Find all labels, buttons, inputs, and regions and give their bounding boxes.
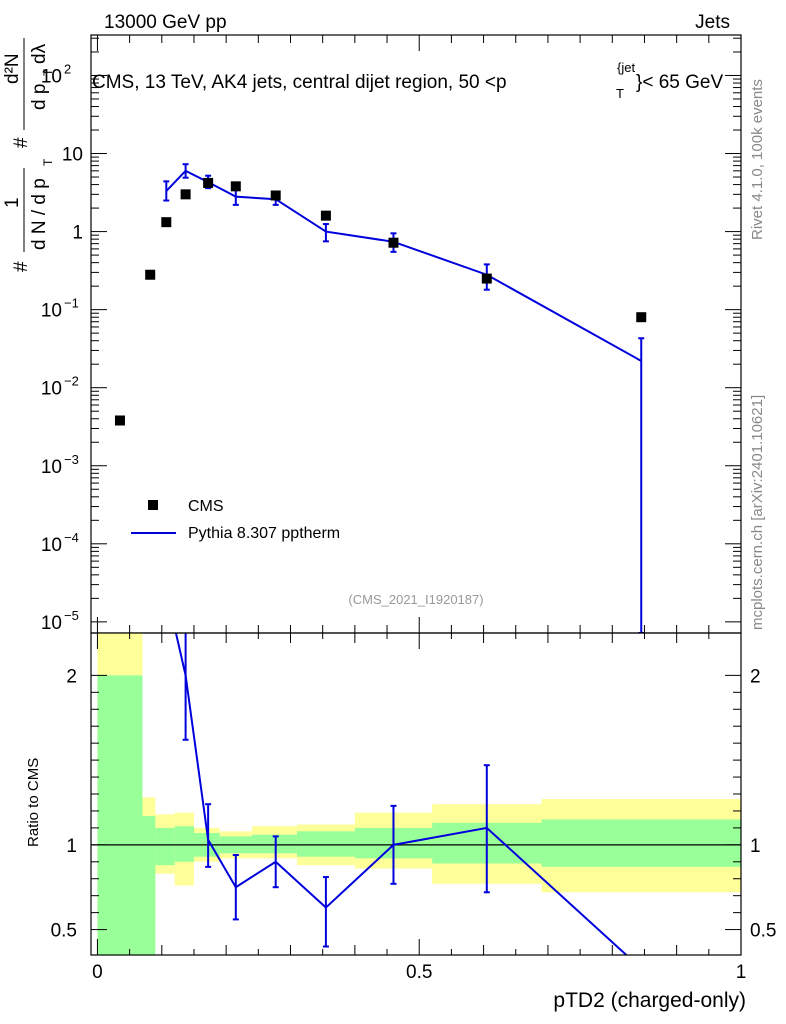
ytick-label-exp: −2 bbox=[64, 374, 79, 389]
ratio-ytick-label-right: 0.5 bbox=[750, 921, 776, 942]
ratio-xtick-label: 1 bbox=[736, 962, 747, 983]
ytick-label: 10 bbox=[41, 301, 62, 322]
data-point bbox=[230, 181, 241, 192]
ylabel-num: d²N bbox=[2, 53, 23, 84]
title-pre: CMS, 13 TeV, AK4 jets, central dijet reg… bbox=[92, 72, 507, 93]
ytick-label: 1 bbox=[72, 223, 83, 244]
ratio-xtick-label: 0 bbox=[92, 962, 103, 983]
plot-title: CMS, 13 TeV, AK4 jets, central dijet reg… bbox=[92, 72, 507, 93]
header-left: 13000 GeV pp bbox=[104, 12, 227, 33]
ratio-ytick-label-right: 2 bbox=[750, 666, 761, 687]
ylabel-hash-2: # bbox=[11, 137, 32, 148]
mcplots-label: mcplots.cern.ch [arXiv:2401.10621] bbox=[749, 395, 766, 630]
band-inner bbox=[251, 834, 297, 854]
watermark: (CMS_2021_I1920187) bbox=[348, 592, 483, 607]
rivet-label: Rivet 4.1.0, 100k events bbox=[749, 79, 766, 240]
band-inner bbox=[155, 827, 175, 866]
data-point bbox=[114, 415, 125, 426]
ylabel-den-T: T bbox=[41, 158, 55, 166]
ratio-line bbox=[174, 633, 628, 955]
ratio-ytick-label: 1 bbox=[66, 836, 77, 857]
band-inner bbox=[174, 826, 194, 862]
data-point bbox=[161, 217, 172, 228]
ratio-frame bbox=[90, 632, 742, 956]
ratio-content bbox=[91, 633, 741, 955]
title-sub: T bbox=[616, 86, 624, 101]
ratio-ytick-label-right: 1 bbox=[750, 836, 761, 857]
ratio-xlabel: pTD2 (charged-only) bbox=[553, 989, 746, 1012]
ylabel-hash-1: # bbox=[11, 261, 32, 272]
ratio-bands bbox=[97, 633, 741, 955]
ytick-label-exp: −1 bbox=[64, 296, 79, 311]
band-inner bbox=[541, 819, 741, 867]
data-point bbox=[180, 189, 191, 200]
ylabel-lambda: dλ bbox=[29, 43, 50, 64]
ytick-label-exp: −5 bbox=[64, 608, 79, 623]
title-post: }< 65 GeV bbox=[636, 72, 723, 93]
legend-data-label: CMS bbox=[188, 498, 224, 515]
band-inner bbox=[97, 675, 143, 955]
ratio-ytick-label: 2 bbox=[66, 666, 77, 687]
main-frame bbox=[90, 34, 742, 634]
ratio-ylabel: Ratio to CMS bbox=[25, 758, 42, 847]
data-point bbox=[270, 190, 281, 201]
band-inner bbox=[142, 816, 156, 955]
data-point bbox=[388, 237, 399, 248]
legend-mc-label: Pythia 8.307 pptherm bbox=[188, 525, 340, 542]
ylabel-one: 1 bbox=[2, 197, 23, 208]
ytick-label: 10 bbox=[41, 457, 62, 478]
legend: CMS Pythia 8.307 pptherm bbox=[131, 498, 340, 542]
ratio-xtick-label: 0.5 bbox=[406, 962, 432, 983]
title-sup: {jet bbox=[617, 60, 635, 75]
ytick-label-exp: −4 bbox=[64, 530, 79, 545]
band-inner bbox=[296, 831, 355, 857]
ytick-label: 10 bbox=[41, 535, 62, 556]
ylabel-den2-T: T bbox=[41, 68, 55, 76]
main-ylabel: # 1 d N / d p T # d²N d p T dλ bbox=[2, 38, 55, 272]
data-point bbox=[481, 273, 492, 284]
data-point bbox=[145, 269, 156, 280]
data-point bbox=[320, 210, 331, 221]
ytick-label: 10 bbox=[41, 613, 62, 634]
ytick-label-exp: −3 bbox=[64, 452, 79, 467]
ytick-label: 10 bbox=[62, 145, 83, 166]
ratio-axes: 0.5 0.51 12 20 0.5 1 bbox=[51, 633, 776, 983]
ratio-ytick-label: 0.5 bbox=[51, 921, 77, 942]
data-point bbox=[203, 177, 214, 188]
ylabel-den2: d p bbox=[29, 84, 50, 110]
header-right: Jets bbox=[695, 12, 730, 33]
data-point bbox=[636, 312, 647, 323]
ytick-label: 10 bbox=[41, 66, 62, 87]
ytick-label: 10 bbox=[41, 379, 62, 400]
mc-line bbox=[165, 169, 642, 362]
ratio-panel: 0.5 0.51 12 20 0.5 1 Ratio to CMS pTD2 (charg… bbox=[25, 632, 776, 1012]
ytick-label-exp: 2 bbox=[64, 61, 71, 76]
ylabel-den: d N / d p bbox=[29, 178, 50, 250]
legend-data-marker bbox=[148, 500, 158, 510]
data-markers bbox=[114, 177, 647, 426]
